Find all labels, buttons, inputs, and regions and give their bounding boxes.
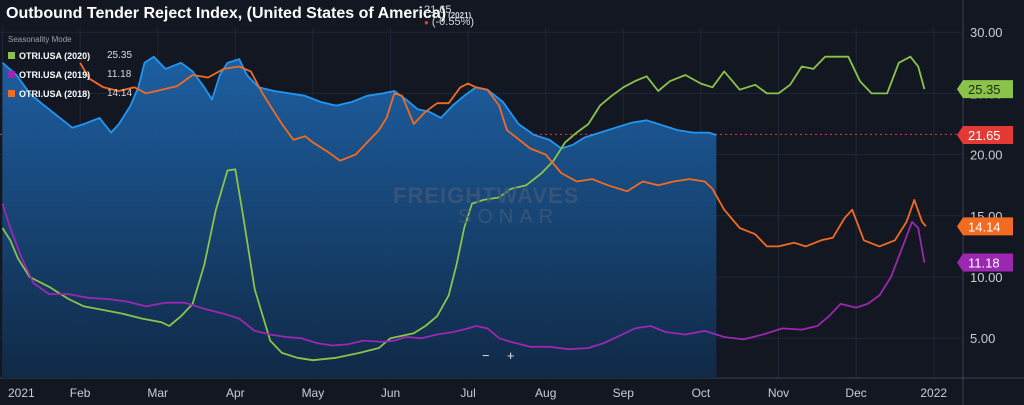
end-value-flag [957,126,1013,145]
change-indicator: ● (-0.55%) [424,16,475,28]
legend-item-2019[interactable]: OTRI.USA (2019) 11.18 [8,65,132,84]
legend: OTRI.USA (2020) 25.35 OTRI.USA (2019) 11… [8,46,132,103]
y-tick-label: 10.00 [970,270,1003,285]
x-tick-label: 2022 [920,386,947,400]
legend-item-2020[interactable]: OTRI.USA (2020) 25.35 [8,46,132,65]
legend-swatch [8,90,15,97]
y-tick-label: 5.00 [970,331,995,346]
end-value-flag [957,80,1013,99]
legend-value: 14.14 [107,88,133,99]
x-tick-label: Apr [226,386,245,400]
legend-swatch [8,71,15,78]
change-dot-icon: ● [424,18,429,27]
x-tick-label: Feb [70,386,91,400]
x-tick-label: 2021 [8,386,35,400]
zoom-out-button[interactable]: − [482,348,490,363]
series-line [79,62,927,248]
y-tick-label: 20.00 [970,148,1003,163]
watermark-sonar: SONAR [458,206,560,228]
zoom-controls: − + [482,348,514,363]
zoom-in-button[interactable]: + [506,348,515,363]
legend-swatch [8,52,15,59]
series-line [1,55,926,362]
x-tick-label: Dec [845,386,866,400]
end-value-label: 25.35 [968,82,1001,97]
legend-value: 11.18 [107,69,132,80]
end-value-label: 21.65 [968,128,1001,143]
seasonality-mode-label: Seasonality Mode [8,35,72,44]
series-area-2021 [2,56,717,378]
watermark-logo: FREIGHTWAVES [393,183,580,208]
series-line [1,55,717,150]
series-line [1,203,926,351]
legend-name: OTRI.USA (2020) [19,50,91,61]
x-tick-label: Jun [381,386,400,400]
legend-item-2018[interactable]: OTRI.USA (2018) 14.14 [8,84,132,103]
x-tick-label: Oct [692,386,711,400]
x-tick-label: May [302,386,325,400]
current-value: 21.65 [424,4,452,16]
chart-title: Outbound Tender Reject Index, (United St… [6,5,472,22]
legend-name: OTRI.USA (2019) [19,69,91,80]
end-value-label: 11.18 [968,256,1000,271]
x-tick-label: Sep [613,386,635,400]
end-value-flag [957,217,1013,236]
x-tick-label: Aug [535,386,556,400]
end-value-flag [957,253,1013,272]
end-value-label: 14.14 [968,219,1001,234]
y-tick-label: 30.00 [970,25,1003,40]
x-tick-label: Nov [768,386,789,400]
legend-name: OTRI.USA (2018) [19,88,91,99]
x-tick-label: Mar [147,386,168,400]
legend-value: 25.35 [107,50,133,61]
x-tick-label: Jul [460,386,475,400]
